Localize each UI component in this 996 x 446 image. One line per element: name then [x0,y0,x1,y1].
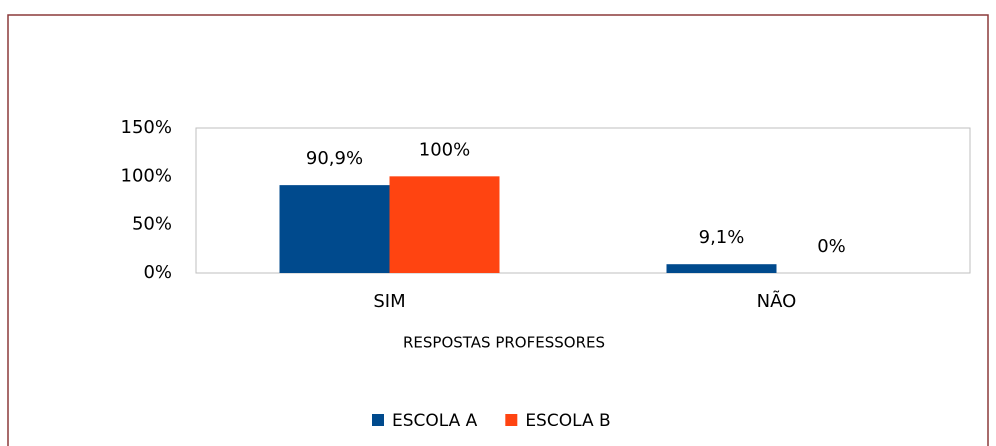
x-tick-label: NÃO [757,290,797,312]
x-tick-label: SIM [373,291,405,312]
value-label: 90,9% [306,148,363,169]
frame [7,14,989,446]
value-label: 9,1% [699,227,745,248]
y-tick-label: 0% [143,262,172,283]
plot-area [195,127,971,274]
x-axis-label: RESPOSTAS PROFESSORES [403,334,605,352]
legend-swatch [505,414,518,426]
bar [389,176,500,273]
value-label: 100% [419,139,470,160]
legend-label: ESCOLA A [392,411,478,431]
legend-swatch [372,414,384,426]
value-label: 0% [817,236,846,257]
bar [279,185,390,273]
bar [666,264,777,273]
y-tick-label: 100% [121,165,172,186]
y-tick-label: 50% [132,214,172,235]
y-tick-label: 150% [121,117,172,138]
legend-label: ESCOLA B [525,411,610,431]
